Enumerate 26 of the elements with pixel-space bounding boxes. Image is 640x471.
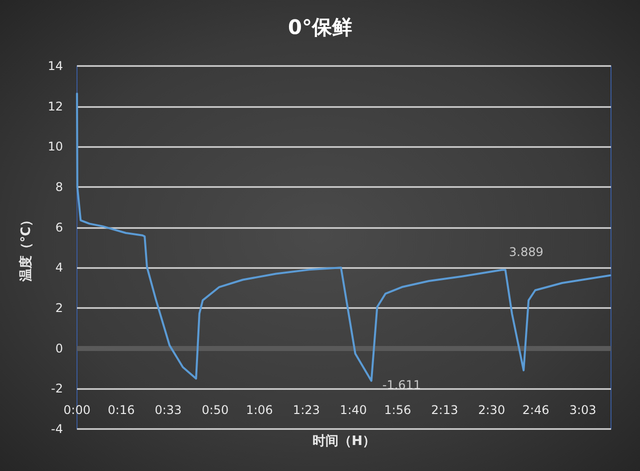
y-tick-label: 4 — [55, 260, 63, 275]
x-tick-label: 2:30 — [478, 403, 506, 417]
y-tick-label: 8 — [55, 180, 63, 194]
y-tick-label: 10 — [48, 140, 63, 154]
y-tick-label: -2 — [51, 382, 63, 396]
x-tick-label: 1:56 — [384, 403, 412, 417]
x-tick-label: 0:50 — [202, 403, 229, 417]
x-axis-title: 时间（H） — [312, 434, 376, 449]
chart-title: 0°保鲜 — [288, 15, 352, 39]
x-tick-label: 1:40 — [340, 403, 367, 417]
y-axis-title: 温度（℃） — [18, 214, 34, 282]
x-tick-label: 0:16 — [108, 403, 135, 417]
annotation: 3.889 — [509, 244, 544, 259]
x-tick-label: 3:03 — [569, 403, 596, 417]
y-tick-label: 0 — [55, 341, 63, 356]
x-tick-label: 2:46 — [522, 403, 550, 417]
y-tick-label: 12 — [48, 99, 63, 114]
line-series — [76, 92, 612, 382]
y-tick-label: 6 — [55, 220, 63, 234]
y-tick-label: 14 — [48, 59, 63, 73]
x-tick-label: 0:33 — [154, 403, 182, 417]
y-tick-label: -4 — [51, 422, 63, 436]
y-tick-label: 2 — [55, 301, 63, 315]
x-tick-label: 2:13 — [431, 403, 458, 417]
x-tick-label: 1:06 — [246, 403, 273, 417]
x-tick-label: 1:23 — [292, 403, 320, 417]
